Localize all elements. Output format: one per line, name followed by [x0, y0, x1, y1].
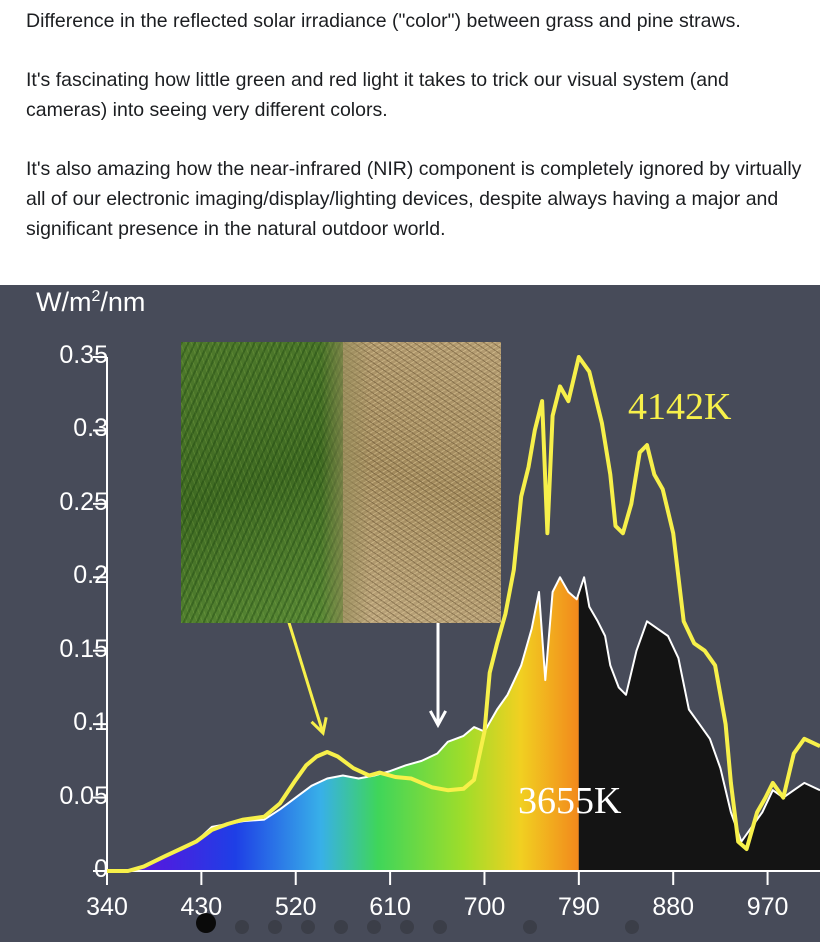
series-line-3655k — [107, 576, 820, 872]
x-tick-label: 970 — [746, 893, 789, 921]
carousel-dot[interactable] — [301, 920, 315, 934]
carousel-dots[interactable] — [0, 285, 820, 942]
carousel-dot[interactable] — [523, 920, 537, 934]
spectrum-figure[interactable]: W/m2/nm 4142K 3655K 0 0.05 0.1 0.15 0.2 0.25 0… — [0, 285, 820, 942]
y-tick-label: 0.35 — [59, 341, 108, 369]
x-tick-label: 340 — [86, 893, 128, 921]
x-tick-label: 700 — [463, 893, 506, 921]
carousel-dot[interactable] — [235, 920, 249, 934]
y-tick-label: 0.3 — [73, 414, 108, 443]
carousel-dot[interactable] — [400, 920, 414, 934]
photo-blend — [321, 342, 371, 623]
carousel-dot[interactable] — [268, 920, 282, 934]
post-paragraph-2: It's fascinating how little green and re… — [26, 69, 729, 121]
y-tick-label: 0.2 — [73, 561, 108, 590]
carousel-dot[interactable] — [625, 920, 639, 934]
x-tick-label: 790 — [557, 893, 600, 921]
post-paragraph-1: Difference in the reflected solar irradi… — [26, 10, 741, 32]
carousel-dot-active[interactable] — [196, 913, 216, 933]
carousel-dot[interactable] — [433, 920, 447, 934]
y-tick-label: 0.25 — [59, 487, 108, 516]
temperature-label-4142k: 4142K — [628, 386, 732, 428]
series-line-4142k — [107, 355, 820, 873]
carousel-dot[interactable] — [367, 920, 381, 934]
y-tick-label: 0 — [94, 855, 108, 883]
y-axis-unit-label: W/m2/nm — [36, 287, 146, 317]
grass-half — [181, 342, 343, 623]
x-tick-label: 610 — [369, 893, 411, 921]
y-tick-label: 0.15 — [59, 634, 108, 663]
grass-pine-straw-photo — [181, 342, 501, 623]
x-tick-label: 880 — [652, 893, 695, 921]
post-text: Difference in the reflected solar irradi… — [26, 6, 806, 244]
x-tick-label: 520 — [274, 893, 317, 921]
grass-arrow-icon-head — [310, 717, 328, 736]
straw-arrow-icon-head — [429, 710, 447, 729]
temperature-label-3655k: 3655K — [518, 780, 622, 822]
spectrum-chart — [93, 355, 820, 885]
y-tick-label: 0.05 — [59, 781, 108, 810]
y-tick-label: 0.1 — [73, 708, 108, 737]
visible-spectrum-fill — [127, 577, 579, 871]
carousel-dot[interactable] — [334, 920, 348, 934]
post-paragraph-3: It's also amazing how the near-infrared … — [26, 158, 802, 240]
